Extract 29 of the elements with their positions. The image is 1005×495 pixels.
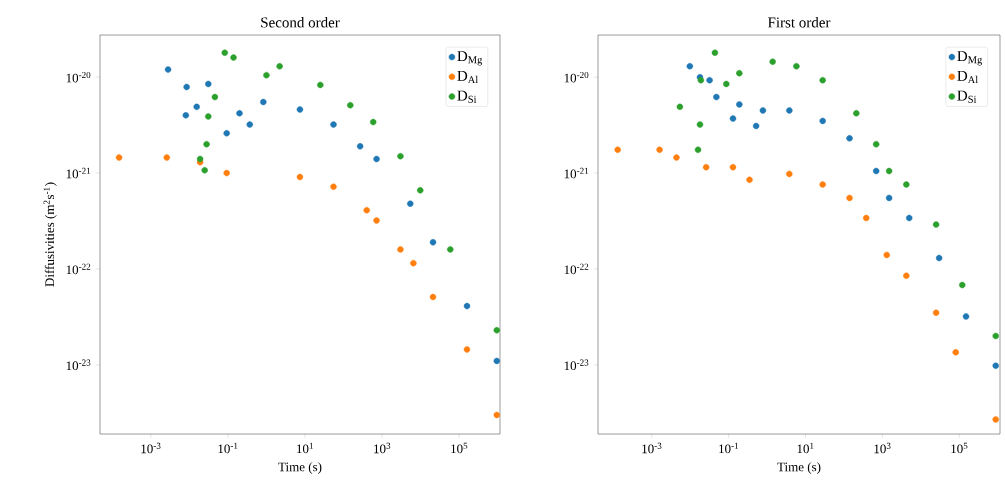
- y-tick-label: 10$^{-23}$: [564, 359, 589, 371]
- x-tick-label: 10$^{-3}$: [642, 442, 662, 454]
- y-axis-title: Diffusivities (m$^{2}$s$^{-1}$): [43, 182, 57, 287]
- legend-label: D$_{Mg}$: [457, 51, 483, 66]
- x-axis-title: Time (s): [278, 462, 322, 474]
- x-tick-label: 10$^{5}$: [951, 442, 968, 454]
- x-tick-label: 10$^{-3}$: [141, 442, 161, 454]
- y-tick-label: 10$^{-22}$: [66, 263, 91, 275]
- x-axis-title: Time (s): [777, 462, 821, 474]
- chart-title: Second order: [261, 16, 340, 28]
- y-tick-label: 10$^{-20}$: [564, 71, 589, 83]
- y-tick-label: 10$^{-21}$: [66, 167, 91, 179]
- x-tick-label: 10$^{1}$: [297, 442, 313, 454]
- y-tick-label: 10$^{-22}$: [564, 263, 589, 275]
- legend-label: D$_{Al}$: [957, 70, 978, 84]
- chart-title: First order: [767, 16, 831, 28]
- x-tick-label: 10$^{5}$: [451, 442, 468, 454]
- legend-label: D$_{Si}$: [457, 90, 477, 103]
- x-tick-label: 10$^{3}$: [374, 442, 391, 454]
- y-tick-label: 10$^{-23}$: [66, 359, 91, 371]
- x-tick-label: 10$^{1}$: [797, 442, 814, 454]
- x-tick-label: 10$^{3}$: [874, 442, 891, 454]
- y-tick-label: 10$^{-21}$: [564, 167, 589, 179]
- legend-label: D$_{Si}$: [957, 90, 977, 103]
- legend-label: D$_{Mg}$: [957, 51, 983, 66]
- legend-label: D$_{Al}$: [457, 70, 479, 84]
- y-tick-label: 10$^{-20}$: [66, 71, 91, 83]
- x-tick-label: 10$^{-1}$: [719, 442, 739, 454]
- x-tick-label: 10$^{-1}$: [218, 442, 238, 454]
